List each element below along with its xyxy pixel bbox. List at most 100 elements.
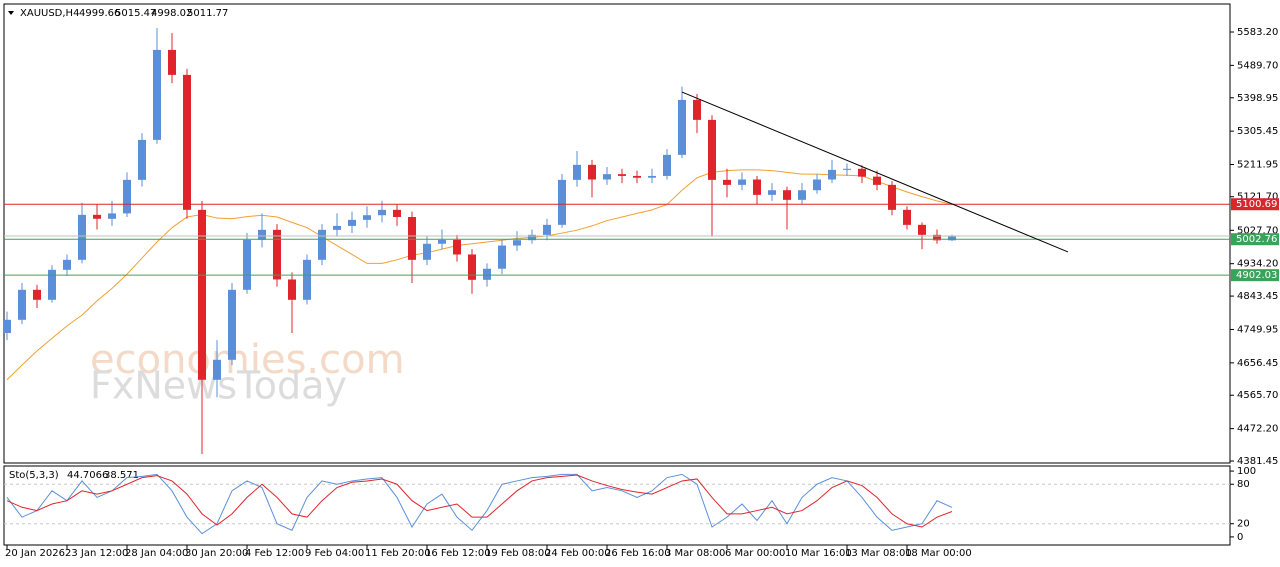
menu-arrow[interactable] bbox=[8, 11, 14, 15]
candle-body bbox=[798, 190, 806, 200]
level-label-box bbox=[1231, 198, 1279, 211]
candle-body bbox=[843, 168, 851, 170]
candle-body bbox=[318, 229, 326, 260]
candle-body bbox=[948, 235, 956, 241]
candle-body bbox=[213, 359, 221, 380]
candle-body bbox=[183, 74, 191, 210]
x-tick-label: 20 Jan 2026 bbox=[5, 548, 65, 559]
candle-body bbox=[348, 219, 356, 226]
x-tick-label: 30 Jan 20:00 bbox=[185, 548, 248, 559]
candle-body bbox=[468, 254, 476, 280]
candle-body bbox=[453, 239, 461, 255]
y-tick-label: 5027.70 bbox=[1237, 225, 1278, 236]
y-tick-label: 5211.95 bbox=[1237, 160, 1278, 171]
trendline bbox=[681, 91, 1069, 253]
candle-body bbox=[153, 49, 161, 140]
candle-body bbox=[768, 190, 776, 195]
stoch-line bbox=[6, 473, 953, 535]
candle-body bbox=[498, 245, 506, 269]
candle-body bbox=[378, 209, 386, 216]
x-tick-label: 16 Feb 12:00 bbox=[425, 548, 491, 559]
candle-body bbox=[273, 229, 281, 280]
watermark: economies.com bbox=[90, 337, 405, 383]
candle-body bbox=[333, 225, 341, 230]
y-tick-label: 4381.45 bbox=[1237, 456, 1278, 467]
x-tick-label: 19 Feb 08:00 bbox=[485, 548, 551, 559]
candle-body bbox=[108, 213, 116, 219]
candle-body bbox=[873, 176, 881, 185]
x-tick-label: 28 Jan 04:00 bbox=[125, 548, 188, 559]
candle-body bbox=[783, 190, 791, 200]
candle-body bbox=[723, 179, 731, 185]
main-panel bbox=[3, 3, 1231, 464]
candle-body bbox=[903, 209, 911, 225]
stoch-panel bbox=[3, 465, 1231, 546]
candle-body bbox=[78, 214, 86, 260]
y-tick-label: 5398.95 bbox=[1237, 93, 1278, 104]
candle-body bbox=[708, 119, 716, 180]
y-tick-label: 0 bbox=[1237, 532, 1243, 543]
candle-body bbox=[528, 234, 536, 241]
y-tick-label: 5305.45 bbox=[1237, 126, 1278, 137]
y-tick-label: 4843.45 bbox=[1237, 291, 1278, 302]
x-tick-label: 13 Mar 08:00 bbox=[845, 548, 912, 559]
candle-body bbox=[438, 239, 446, 244]
candle-body bbox=[933, 234, 941, 241]
x-tick-label: 11 Feb 20:00 bbox=[365, 548, 431, 559]
candle-body bbox=[198, 209, 206, 380]
ohlc-close: 5011.77 bbox=[187, 8, 228, 19]
candle-body bbox=[483, 268, 491, 280]
candle-body bbox=[408, 216, 416, 260]
y-tick-label: 4749.95 bbox=[1237, 324, 1278, 335]
candle-body bbox=[423, 243, 431, 260]
x-tick-label: 18 Mar 00:00 bbox=[905, 548, 972, 559]
x-tick-label: 26 Feb 16:00 bbox=[605, 548, 671, 559]
candle-body bbox=[513, 240, 521, 246]
candle-body bbox=[33, 289, 41, 300]
ohlc-low: 4998.02 bbox=[151, 8, 192, 19]
x-tick-label: 10 Mar 16:00 bbox=[785, 548, 852, 559]
candle-body bbox=[288, 279, 296, 300]
candle-body bbox=[588, 164, 596, 180]
candle-body bbox=[168, 49, 176, 75]
y-tick-label: 4565.70 bbox=[1237, 390, 1278, 401]
symbol-title: XAUUSD,H4 bbox=[20, 8, 79, 19]
candle-body bbox=[738, 179, 746, 185]
candle-body bbox=[228, 289, 236, 360]
candle-body bbox=[123, 179, 131, 214]
y-tick-label: 5121.70 bbox=[1237, 192, 1278, 203]
y-tick-label: 20 bbox=[1237, 519, 1250, 530]
level-label-box bbox=[1231, 269, 1279, 282]
x-tick-label: 23 Jan 12:00 bbox=[65, 548, 128, 559]
stoch-title: Sto(5,3,3) bbox=[9, 470, 59, 481]
x-tick-label: 3 Mar 08:00 bbox=[665, 548, 725, 559]
candle-body bbox=[753, 179, 761, 195]
candle-body bbox=[618, 174, 626, 176]
level-label: 5002.76 bbox=[1236, 234, 1277, 245]
y-tick-label: 4656.45 bbox=[1237, 358, 1278, 369]
moving-average bbox=[6, 169, 953, 381]
stoch-k-value: 44.7066 bbox=[67, 470, 108, 481]
y-tick-label: 5583.20 bbox=[1237, 27, 1278, 38]
ohlc-high: 5015.47 bbox=[115, 8, 156, 19]
candle-body bbox=[393, 209, 401, 217]
y-tick-label: 100 bbox=[1237, 466, 1256, 477]
y-tick-label: 4934.20 bbox=[1237, 259, 1278, 270]
candle-body bbox=[858, 168, 866, 177]
level-label: 4902.03 bbox=[1236, 270, 1277, 281]
candle-body bbox=[543, 224, 551, 235]
candle-body bbox=[63, 259, 71, 270]
level-label-box bbox=[1231, 233, 1279, 246]
candle-body bbox=[363, 215, 371, 220]
y-tick-label: 80 bbox=[1237, 479, 1250, 490]
candle-body bbox=[633, 175, 641, 178]
candle-body bbox=[603, 174, 611, 180]
level-label: 5100.69 bbox=[1236, 199, 1277, 210]
candle-body bbox=[93, 214, 101, 219]
candle-body bbox=[48, 269, 56, 300]
candle-body bbox=[888, 184, 896, 210]
candle-body bbox=[918, 224, 926, 235]
candle-body bbox=[303, 259, 311, 300]
